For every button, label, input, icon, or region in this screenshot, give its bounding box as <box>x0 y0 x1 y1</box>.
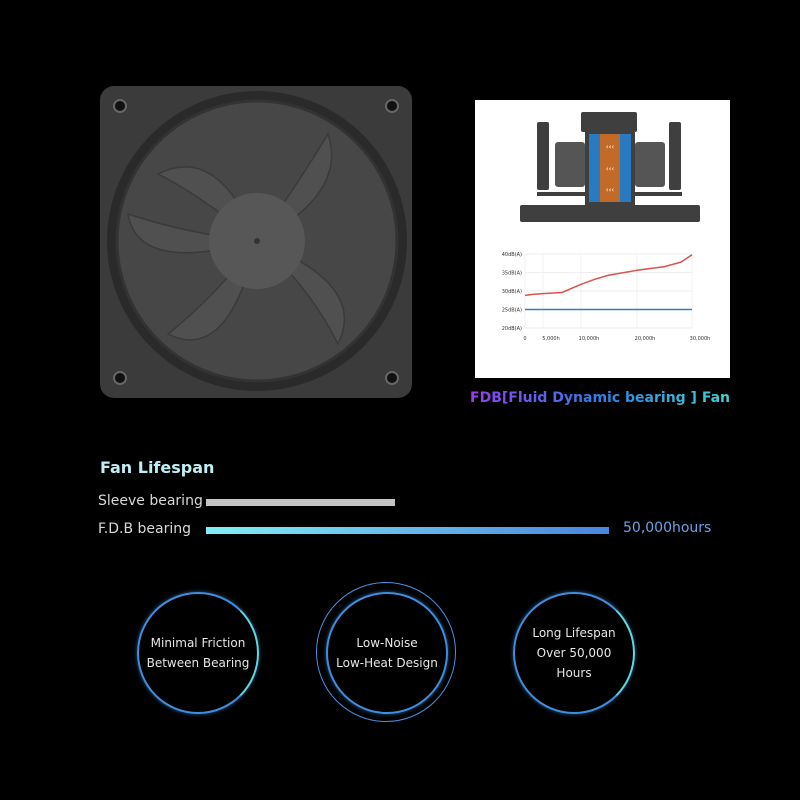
feature-outer-ring <box>316 582 456 722</box>
svg-text:‹‹‹: ‹‹‹ <box>606 143 615 151</box>
sleeve-bearing-label: Sleeve bearing <box>98 493 203 509</box>
y-tick-label: 30dB(A) <box>502 289 522 295</box>
feature-text: Low-Heat Design <box>336 656 438 670</box>
svg-text:‹‹‹: ‹‹‹ <box>606 165 615 173</box>
fan-image <box>100 86 412 398</box>
y-tick-label: 35dB(A) <box>502 271 522 277</box>
fdb-diagram-panel: ‹‹‹ ‹‹‹ ‹‹‹ 20dB(A) 25dB(A) 30dB(A) 35dB(A) 40… <box>475 100 730 378</box>
x-tick-label: 20,000h <box>635 336 656 342</box>
feature-text: Over 50,000 <box>536 646 612 660</box>
feature-text: Long Lifespan <box>532 626 616 640</box>
lifespan-title: Fan Lifespan <box>100 458 215 477</box>
bearing-diagram: ‹‹‹ ‹‹‹ ‹‹‹ <box>520 112 700 222</box>
feature-circle-friction: Minimal Friction Between Bearing <box>137 592 259 714</box>
feature-text: Hours <box>556 666 592 680</box>
feature-text: Minimal Friction <box>150 636 246 650</box>
fdb-bearing-bar <box>206 527 609 534</box>
fdb-hours-label: 50,000hours <box>623 520 712 536</box>
y-tick-label: 25dB(A) <box>502 308 522 314</box>
x-tick-label: 0 <box>523 336 526 342</box>
x-tick-label: 5,000h <box>542 336 559 342</box>
feature-circle-noise: Low-Noise Low-Heat Design <box>326 592 448 714</box>
sleeve-bearing-bar <box>206 499 396 506</box>
y-tick-label: 20dB(A) <box>502 326 522 332</box>
sleeve-bearing-bar-track <box>206 499 609 506</box>
fdb-bearing-label: F.D.B bearing <box>98 521 192 537</box>
feature-text: Low-Noise <box>356 636 418 650</box>
feature-text: Between Bearing <box>146 656 250 670</box>
y-tick-label: 40dB(A) <box>502 252 522 258</box>
fdb-bearing-bar-track <box>206 527 609 534</box>
feature-circle-lifespan: Long Lifespan Over 50,000 Hours <box>513 592 635 714</box>
x-tick-label: 10,000h <box>579 336 600 342</box>
noise-chart: 20dB(A) 25dB(A) 30dB(A) 35dB(A) 40dB(A) 0 5,00… <box>502 252 711 342</box>
svg-text:‹‹‹: ‹‹‹ <box>606 186 615 194</box>
x-tick-label: 30,000h <box>690 336 711 342</box>
series-line-0 <box>524 254 693 297</box>
fdb-fan-title: FDB[Fluid Dynamic bearing ] Fan <box>470 390 730 406</box>
